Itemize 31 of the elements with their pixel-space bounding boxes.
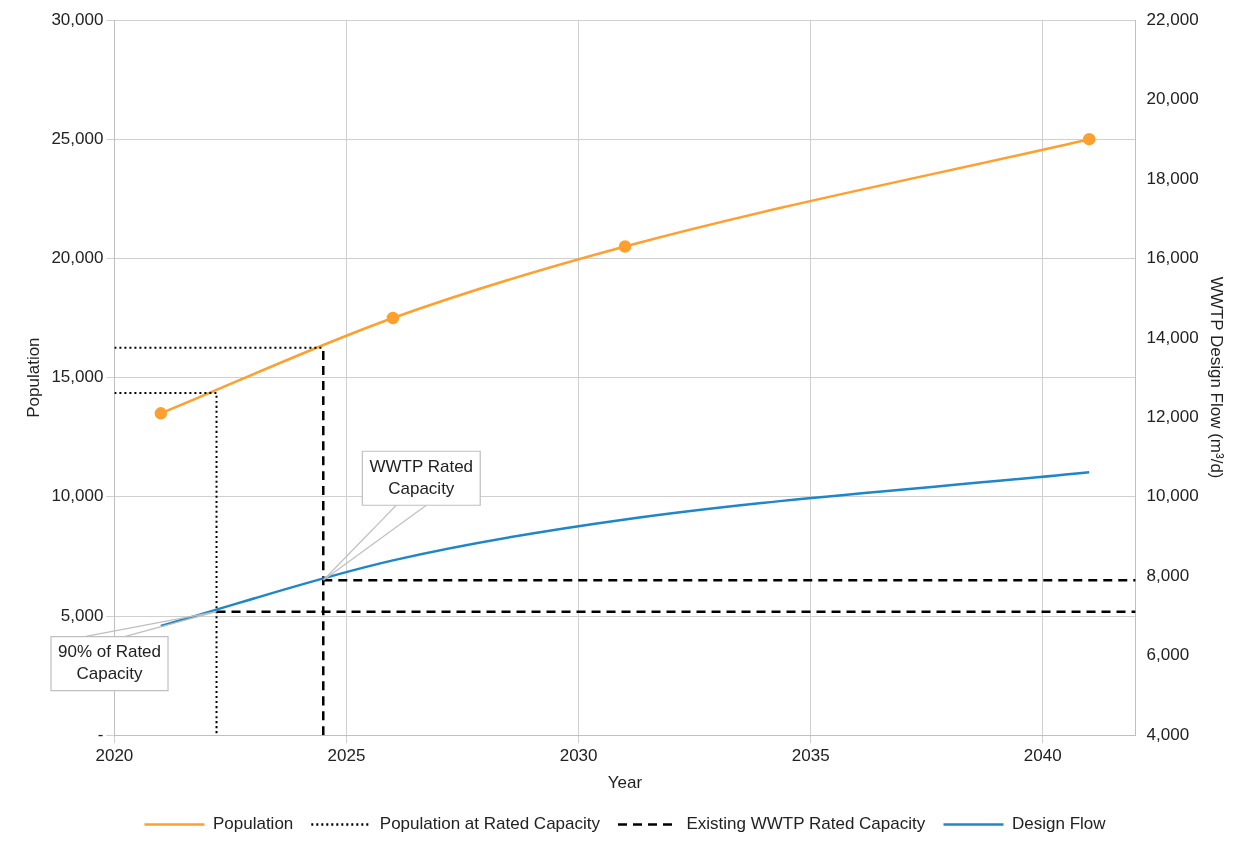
y-tick-label: -	[97, 724, 104, 744]
y-tick-label: 10,000	[51, 486, 104, 506]
x-tick-label: 2020	[95, 746, 134, 766]
y2-tick-label: 20,000	[1146, 89, 1199, 109]
y2-tick-label: 10,000	[1146, 486, 1199, 506]
annotation: 90% of Rated Capacity	[58, 642, 162, 684]
x-axis-title: Year	[607, 773, 643, 793]
y2-tick-label: 4,000	[1146, 724, 1190, 744]
y2-tick-label: 14,000	[1146, 327, 1199, 347]
y-tick-label: 25,000	[51, 128, 104, 148]
legend-label: Existing WWTP Rated Capacity	[686, 814, 926, 834]
y2-tick-label: 18,000	[1146, 168, 1199, 188]
x-tick-label: 2025	[327, 746, 366, 766]
x-tick-label: 2040	[1023, 746, 1062, 766]
y-tick-label: 15,000	[51, 367, 104, 387]
y-axis-title: Population	[23, 337, 43, 418]
y2-tick-label: 6,000	[1146, 645, 1190, 665]
legend-label: Design Flow	[1012, 814, 1107, 834]
legend-label: Population	[212, 814, 294, 834]
y-tick-label: 30,000	[51, 9, 104, 29]
y-tick-label: 5,000	[60, 605, 104, 625]
y2-tick-label: 8,000	[1146, 565, 1190, 585]
y2-tick-label: 12,000	[1146, 407, 1199, 427]
x-tick-label: 2035	[791, 746, 830, 766]
y2-tick-label: 16,000	[1146, 248, 1199, 268]
x-tick-label: 2030	[559, 746, 598, 766]
annotation: WWTP Rated Capacity	[369, 456, 474, 498]
legend-label: Population at Rated Capacity	[379, 814, 601, 834]
y2-tick-label: 22,000	[1146, 9, 1199, 29]
y2-axis-title: WWTP Design Flow (m³/d)	[1207, 276, 1227, 479]
y-tick-label: 20,000	[51, 248, 104, 268]
